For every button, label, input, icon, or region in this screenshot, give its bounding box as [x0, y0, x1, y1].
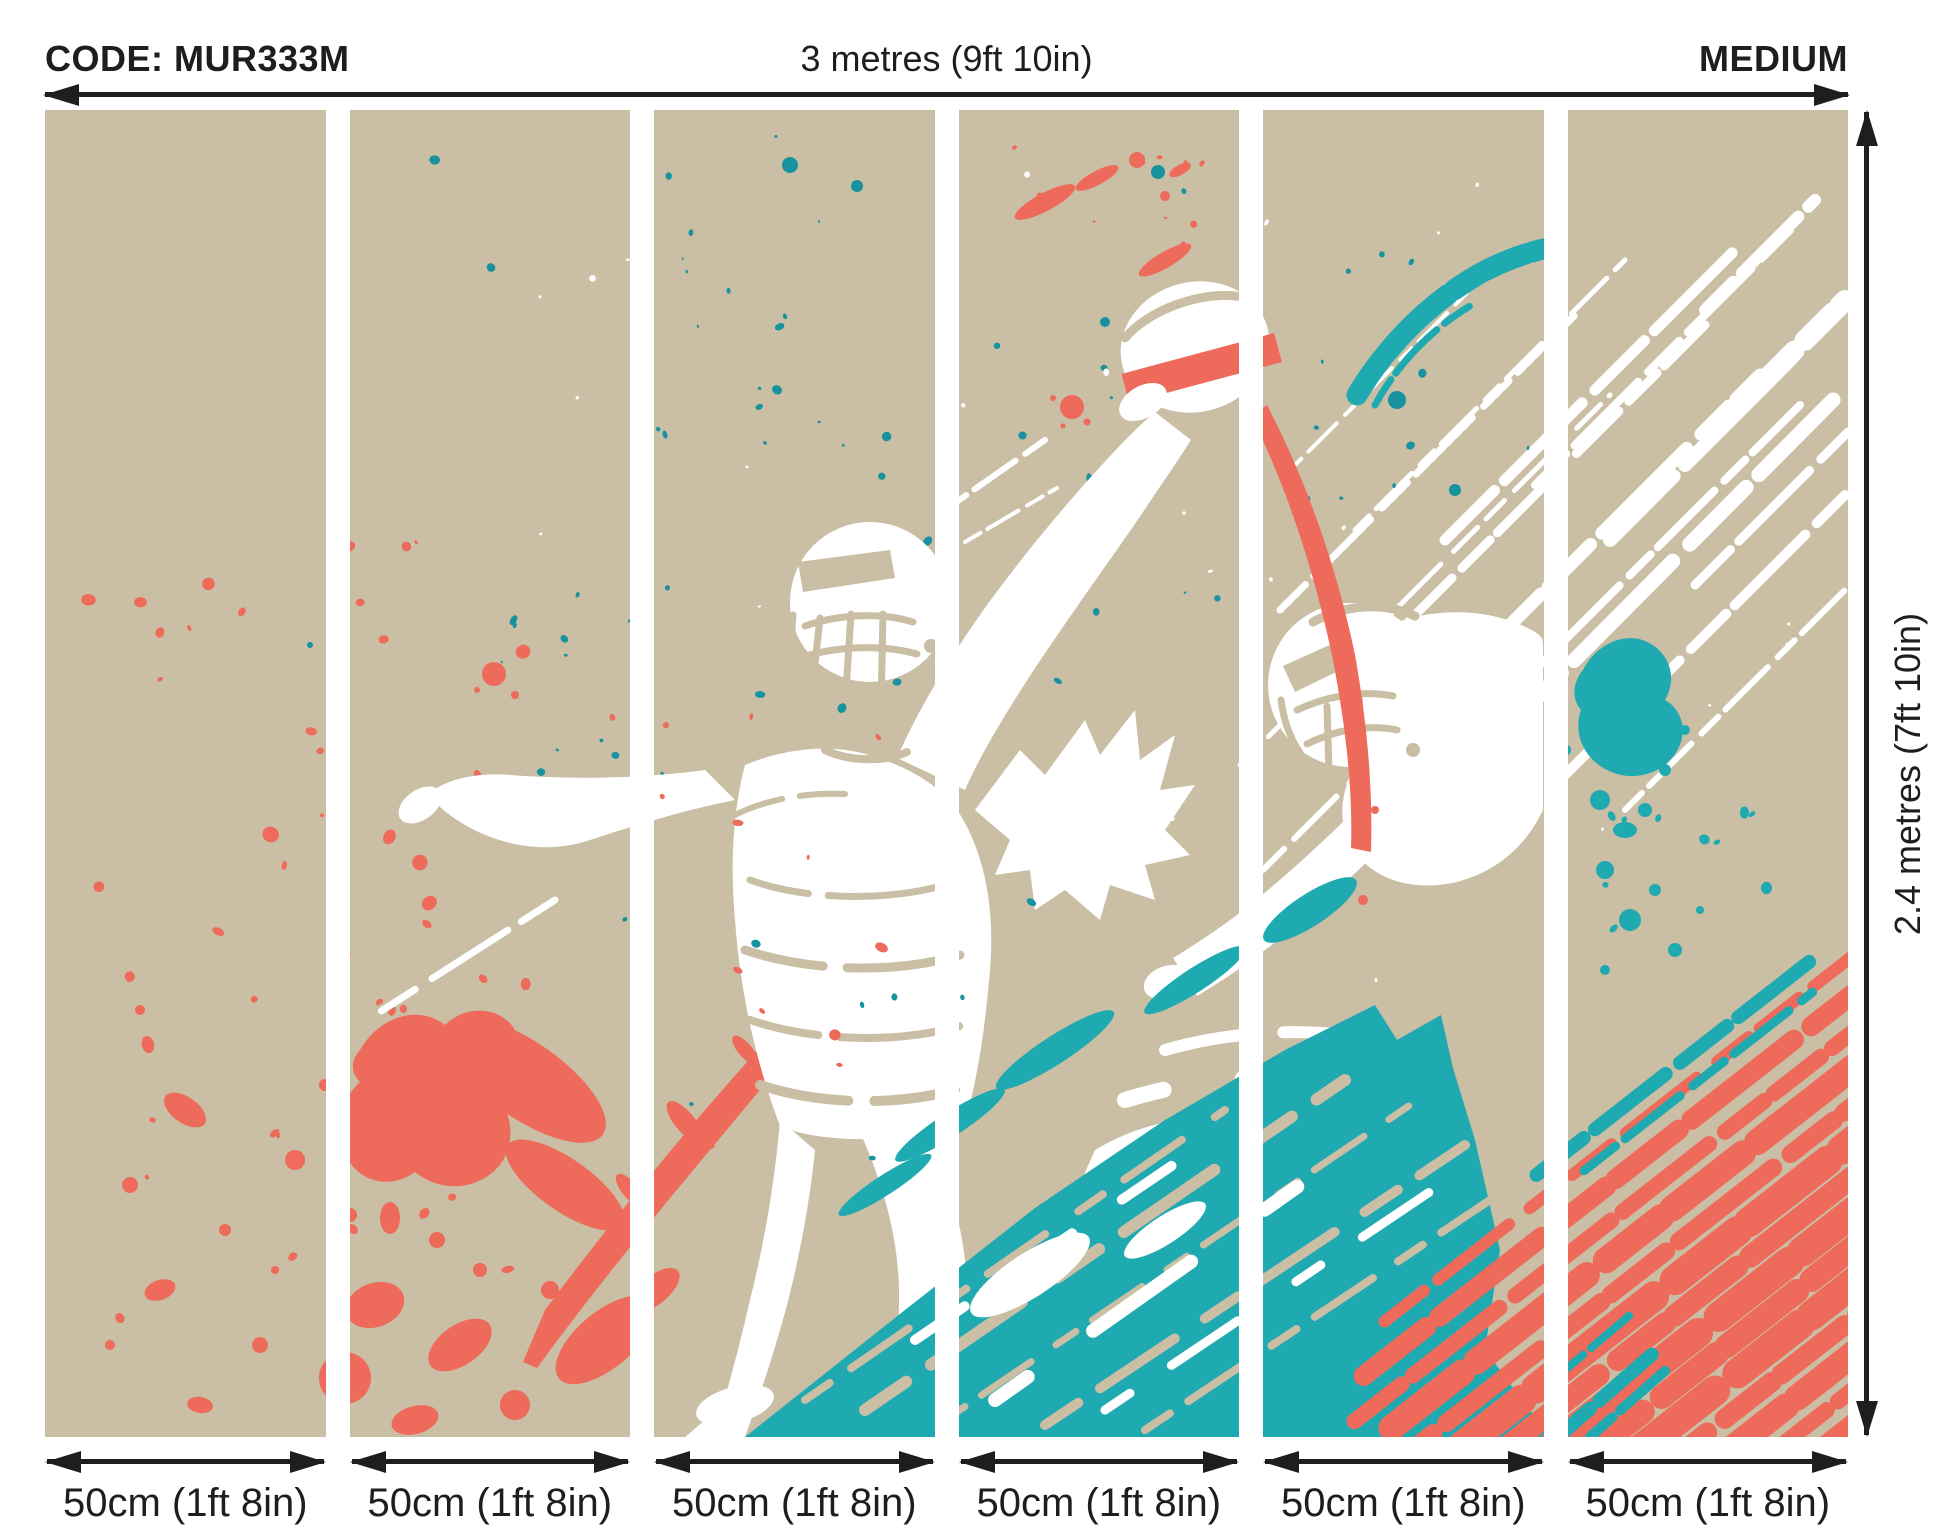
panel-width-label: 50cm (1ft 8in) — [1280, 1481, 1526, 1525]
teal-arc — [1346, 238, 1554, 409]
panel-width-arrow — [654, 1450, 934, 1473]
red-splatter-top — [1014, 152, 1192, 429]
panel-width-label: 50cm (1ft 8in) — [671, 1481, 917, 1525]
panel-width-label: 50cm (1ft 8in) — [367, 1481, 613, 1525]
panel-width-segment: 50cm (1ft 8in) — [654, 1450, 935, 1526]
panel-width-arrow — [1263, 1450, 1543, 1473]
panel-gap — [1239, 110, 1263, 1437]
mural-preview — [45, 110, 1848, 1437]
total-height-arrow — [1855, 110, 1878, 1437]
panel-width-segment: 50cm (1ft 8in) — [958, 1450, 1240, 1526]
panel-width-segment: 50cm (1ft 8in) — [1263, 1450, 1544, 1526]
panel-width-arrow — [349, 1450, 630, 1473]
panel-width-ruler: 50cm (1ft 8in) 50cm (1ft 8in) 50cm (1ft … — [45, 1450, 1848, 1526]
teal-splotch — [1559, 638, 1704, 975]
panel-width-label: 50cm (1ft 8in) — [976, 1481, 1222, 1525]
panel-width-label: 50cm (1ft 8in) — [1585, 1481, 1831, 1525]
panel-width-segment: 50cm (1ft 8in) — [349, 1450, 631, 1526]
panel-width-arrow — [958, 1450, 1239, 1473]
product-code-label: CODE: MUR333M — [45, 38, 350, 79]
panel-gap — [630, 110, 654, 1437]
total-height-label-wrap: 2.4 metres (7ft 10in) — [1872, 110, 1944, 1437]
panel-width-label: 50cm (1ft 8in) — [62, 1481, 308, 1525]
red-splatter-dots — [81, 540, 564, 1324]
panel-gap — [934, 110, 959, 1437]
panel-width-segment: 50cm (1ft 8in) — [45, 1450, 326, 1526]
red-speckles-top — [1011, 145, 1205, 248]
total-width-arrow — [43, 83, 1850, 106]
teal-speckles-right — [1602, 806, 1773, 933]
red-brush-strokes — [1346, 878, 1848, 1437]
panel-gap — [325, 110, 350, 1437]
panel-gap — [1543, 110, 1568, 1437]
football-ball — [1119, 281, 1379, 905]
player-left-highlights — [371, 437, 1059, 1019]
panel-width-segment: 50cm (1ft 8in) — [1567, 1450, 1849, 1526]
player-left-facemask — [788, 550, 938, 717]
panel-width-arrow — [45, 1450, 325, 1473]
total-height-label: 2.4 metres (7ft 10in) — [1887, 612, 1929, 935]
header-row: CODE: MUR333M 3 metres (9ft 10in) MEDIUM — [45, 22, 1848, 80]
panel-width-arrow — [1567, 1450, 1848, 1473]
size-name-label: MEDIUM — [1699, 38, 1848, 79]
total-width-label: 3 metres (9ft 10in) — [800, 38, 1093, 79]
